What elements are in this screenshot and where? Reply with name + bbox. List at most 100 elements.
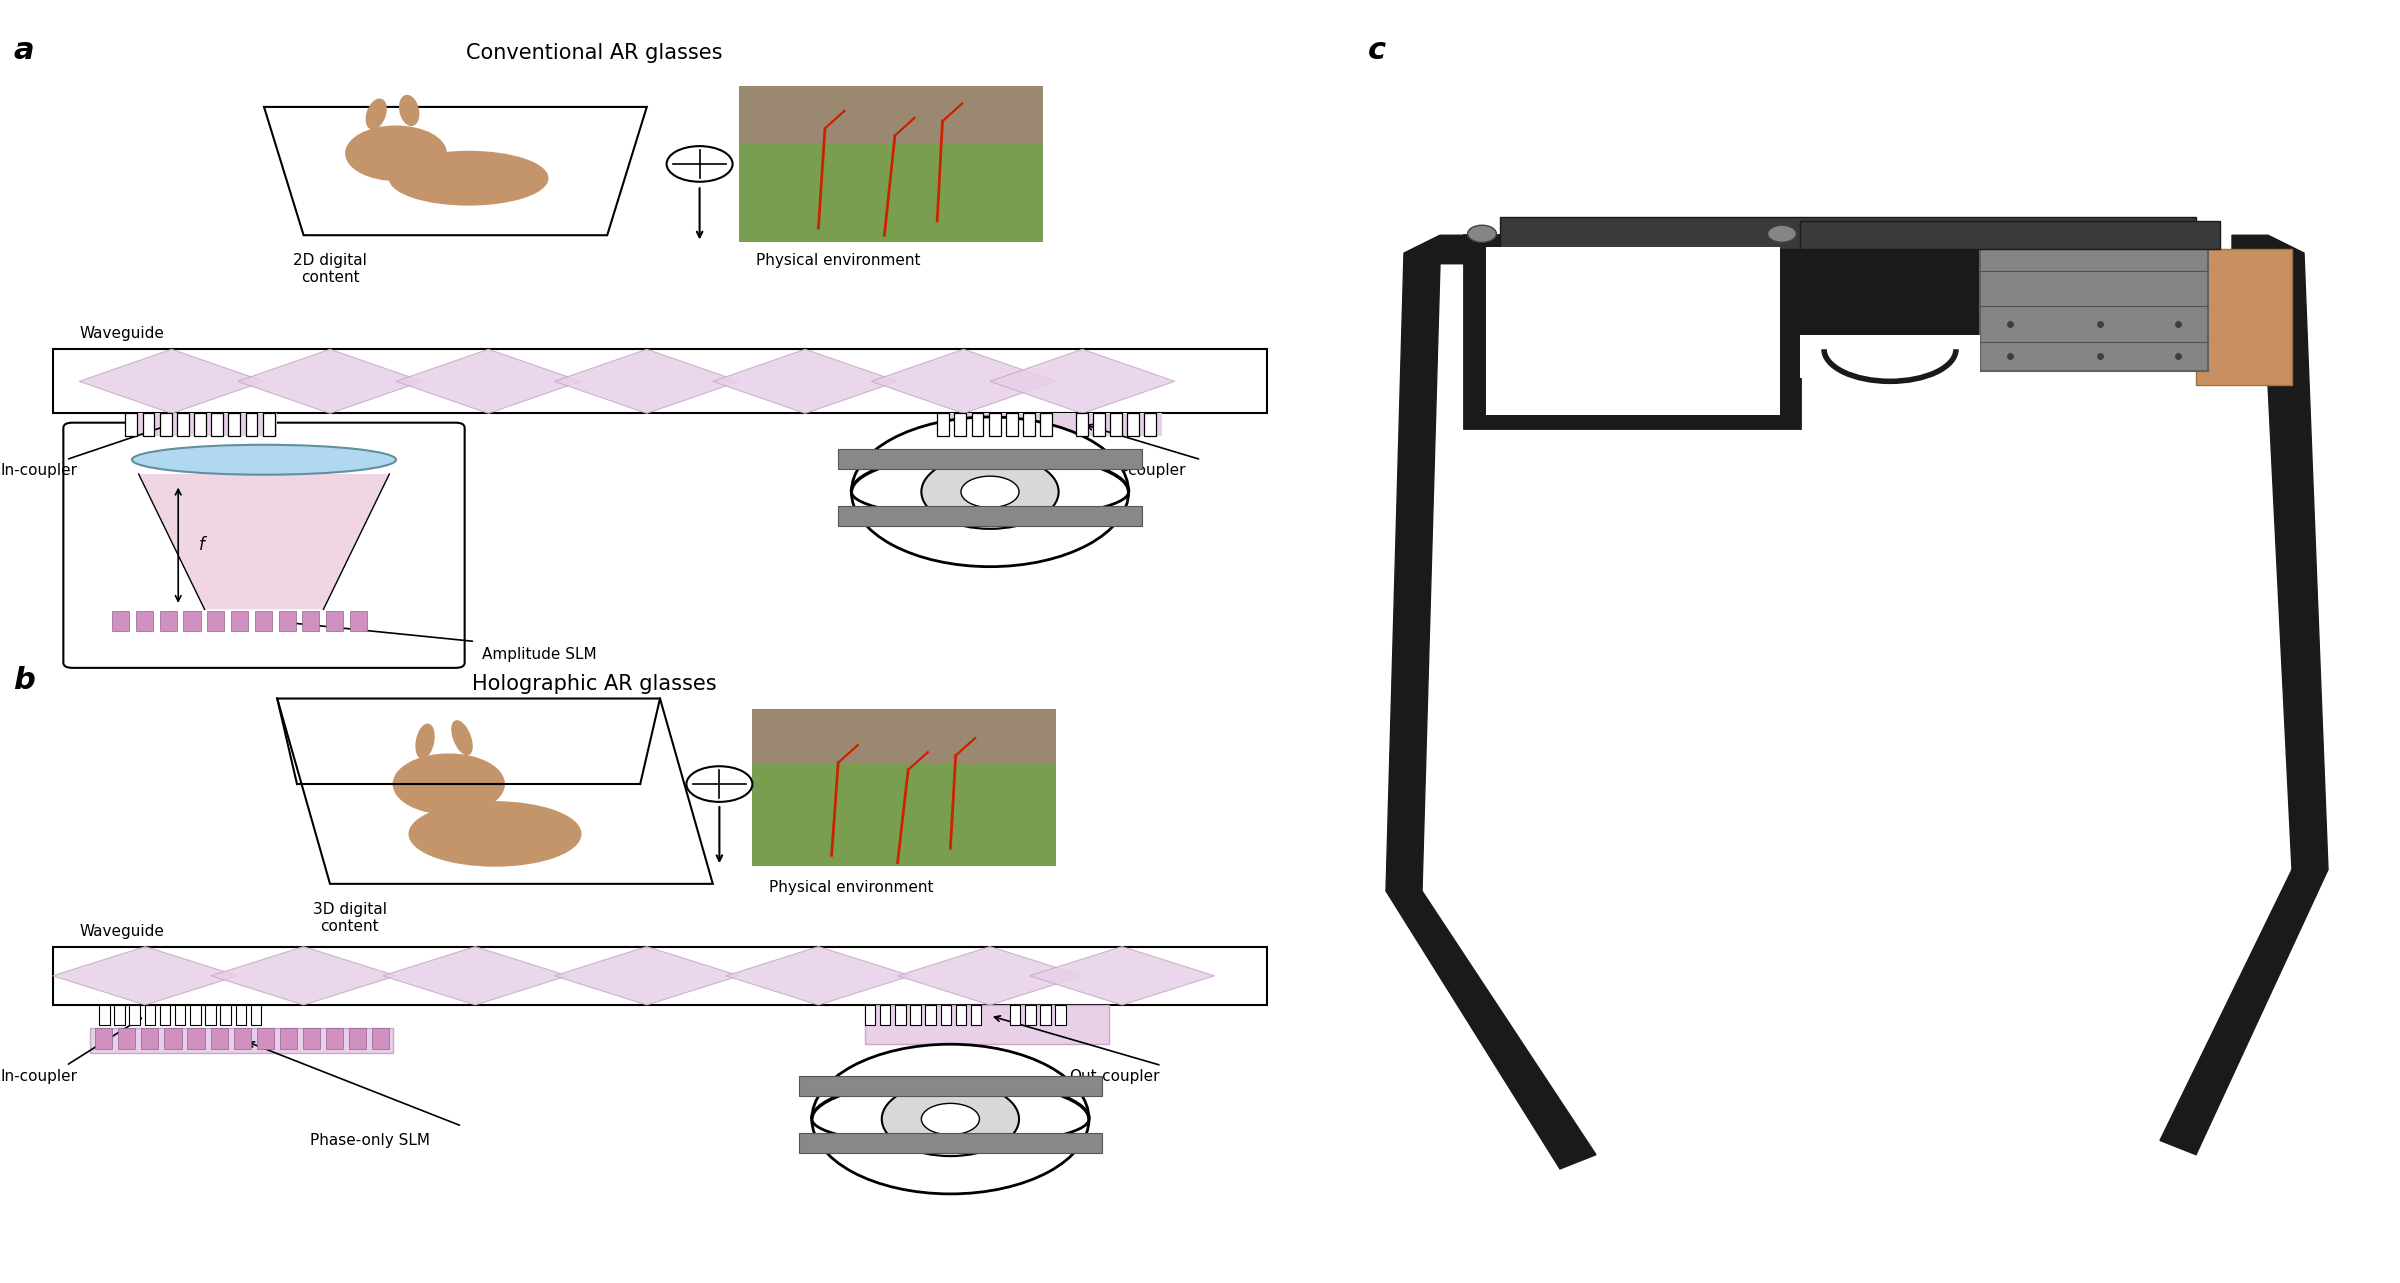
Polygon shape [2232, 235, 2328, 870]
Bar [1092, 413, 1104, 436]
Bar [144, 1005, 156, 1025]
Bar [113, 611, 130, 631]
Bar [1075, 413, 1087, 436]
Bar [53, 349, 1267, 413]
Bar [245, 413, 257, 436]
Ellipse shape [389, 151, 547, 205]
Polygon shape [1387, 235, 1464, 890]
Bar [926, 1005, 936, 1025]
Bar [130, 1005, 139, 1025]
Text: In-coupler: In-coupler [0, 463, 77, 479]
Bar [972, 1005, 982, 1025]
Circle shape [1766, 226, 1795, 242]
Text: Physical environment: Physical environment [768, 880, 934, 896]
Text: Holographic AR glasses: Holographic AR glasses [473, 674, 715, 694]
Text: 2D digital
content: 2D digital content [293, 253, 367, 285]
Text: Waveguide: Waveguide [79, 925, 163, 939]
Polygon shape [79, 349, 264, 413]
Polygon shape [871, 349, 1056, 413]
Polygon shape [554, 349, 739, 413]
Text: $f$: $f$ [197, 536, 209, 554]
Polygon shape [53, 947, 238, 1005]
Bar [161, 611, 178, 631]
Bar [281, 1028, 298, 1049]
Polygon shape [238, 349, 422, 413]
Circle shape [960, 476, 1020, 508]
Bar [118, 1028, 134, 1049]
Text: Conventional AR glasses: Conventional AR glasses [466, 42, 722, 63]
Bar [864, 1005, 876, 1025]
Circle shape [394, 754, 504, 813]
Bar [187, 1028, 204, 1049]
Polygon shape [991, 349, 1176, 413]
Circle shape [922, 454, 1058, 529]
Text: a: a [14, 36, 34, 64]
Bar [206, 611, 226, 631]
Bar [2196, 249, 2292, 385]
Bar [178, 413, 190, 436]
Circle shape [852, 417, 1128, 567]
Ellipse shape [367, 99, 386, 128]
Text: 3D digital
content: 3D digital content [312, 902, 386, 934]
Bar [163, 1028, 182, 1049]
Bar [348, 1028, 367, 1049]
Polygon shape [278, 698, 713, 884]
Bar [1980, 249, 2208, 371]
Text: Amplitude SLM: Amplitude SLM [482, 647, 598, 662]
Bar [1111, 413, 1123, 436]
Ellipse shape [408, 802, 581, 866]
Polygon shape [264, 106, 648, 235]
Bar [989, 413, 1001, 436]
Polygon shape [713, 349, 898, 413]
Bar [257, 1028, 274, 1049]
Polygon shape [396, 349, 581, 413]
Bar [96, 1028, 113, 1049]
Polygon shape [936, 413, 1162, 436]
Bar [350, 611, 367, 631]
Bar [182, 611, 202, 631]
Bar [838, 449, 1142, 470]
Ellipse shape [401, 95, 418, 126]
Bar [1486, 248, 1781, 414]
Bar [838, 506, 1142, 526]
Text: Phase-only SLM: Phase-only SLM [310, 1133, 430, 1148]
Text: b: b [14, 666, 36, 695]
Bar [754, 709, 1056, 762]
Bar [1022, 413, 1034, 436]
Bar [302, 1028, 319, 1049]
Circle shape [922, 1103, 979, 1134]
Bar [1145, 413, 1157, 436]
Polygon shape [89, 1028, 394, 1053]
Ellipse shape [132, 445, 396, 475]
Ellipse shape [415, 724, 434, 758]
Bar [221, 1005, 230, 1025]
Bar [161, 1005, 170, 1025]
Bar [955, 413, 967, 436]
Bar [910, 1005, 922, 1025]
Bar [175, 1005, 185, 1025]
Polygon shape [384, 947, 569, 1005]
Bar [53, 947, 1267, 1005]
Bar [972, 413, 984, 436]
Bar [881, 1005, 890, 1025]
Polygon shape [898, 947, 1082, 1005]
Bar [1128, 413, 1140, 436]
Bar [1500, 217, 2196, 249]
Bar [1800, 335, 1980, 377]
Bar [142, 413, 154, 436]
Bar [278, 611, 295, 631]
Bar [161, 413, 173, 436]
Polygon shape [1030, 947, 1214, 1005]
Bar [235, 1005, 247, 1025]
Text: Out-coupler: Out-coupler [1070, 1069, 1159, 1084]
Bar [799, 1076, 1102, 1096]
Bar [125, 413, 137, 436]
Polygon shape [2160, 870, 2328, 1155]
Bar [211, 1028, 228, 1049]
Bar [936, 413, 948, 436]
Bar [1056, 1005, 1066, 1025]
Bar [799, 1133, 1102, 1153]
Bar [228, 413, 240, 436]
Circle shape [811, 1044, 1090, 1194]
Bar [211, 413, 223, 436]
